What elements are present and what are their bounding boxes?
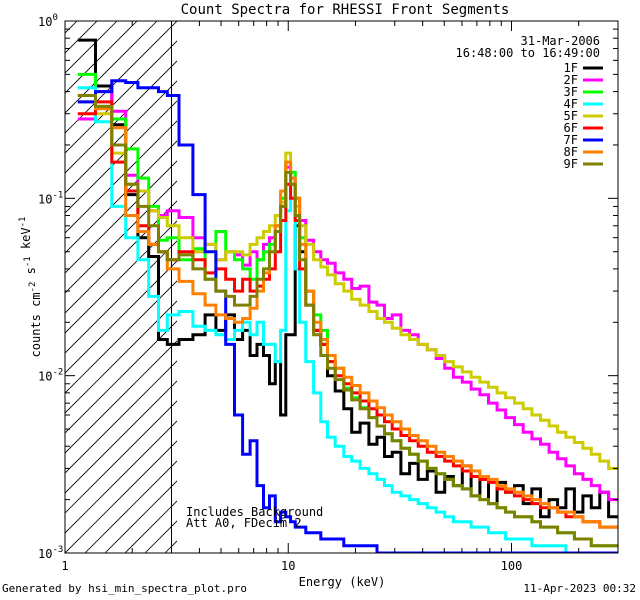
chart-title: Count Spectra for RHESSI Front Segments <box>181 2 510 18</box>
hatch-line <box>65 200 177 314</box>
hatch-line <box>0 0 105 553</box>
y-tick-label: 10-3 <box>38 545 63 561</box>
series-line-1f <box>77 38 618 519</box>
y-axis-label: counts cm-2 s-1 keV-1 <box>18 217 43 358</box>
y-tick-label: 10-2 <box>38 368 63 384</box>
annotation-attenuator: Att A0, FDecim 2 <box>186 516 302 530</box>
hatch-line <box>245 0 640 553</box>
hatch-line <box>65 220 177 334</box>
x-tick-label: 1 <box>61 559 68 573</box>
hatch-line <box>65 380 177 494</box>
x-tick-labels: 1 10 100 <box>61 559 522 573</box>
hatch-line <box>65 100 177 214</box>
hatch-line <box>65 180 177 294</box>
y-tick-label: 10-1 <box>38 190 63 206</box>
y-tick-labels: 100 10-1 10-2 10-3 <box>38 13 63 561</box>
hatch-line <box>65 120 177 234</box>
hatch-line <box>65 360 177 474</box>
hatch-line <box>65 80 177 194</box>
series-line-8f <box>77 94 618 529</box>
hatch-line <box>65 160 177 274</box>
hatch-line <box>65 240 177 354</box>
hatch-line <box>65 420 177 534</box>
series-line-9f <box>77 94 618 548</box>
y-tick-label: 100 <box>38 13 58 29</box>
hatch-line <box>65 21 98 54</box>
hatch-line <box>104 480 177 553</box>
generated-by-text: Generated by hsi_min_spectra_plot.pro <box>2 582 248 595</box>
hatch-line <box>0 0 125 553</box>
x-tick-label: 10 <box>281 559 295 573</box>
x-axis-label: Energy (keV) <box>299 575 386 589</box>
hatch-line <box>0 0 145 553</box>
hatch-line <box>65 400 177 514</box>
legend-label-8f: 8F <box>564 145 578 159</box>
legend-date: 31-Mar-2006 <box>521 34 600 48</box>
hatch-line <box>65 40 177 154</box>
legend-label-3f: 3F <box>564 85 578 99</box>
series-line-4f <box>77 86 618 553</box>
hatch-line <box>65 21 177 134</box>
legend-label-1f: 1F <box>564 61 578 75</box>
footer-timestamp: 11-Apr-2023 00:32 <box>523 582 636 595</box>
series-line-7f <box>77 79 618 553</box>
legend-label-4f: 4F <box>564 97 578 111</box>
plot-frame <box>64 20 619 554</box>
hatch-line <box>0 0 85 553</box>
hatch-line <box>65 60 177 174</box>
x-tick-label: 100 <box>501 559 523 573</box>
hatch-line <box>65 440 177 553</box>
series-line-5f <box>77 100 618 470</box>
hatch-line <box>65 140 177 254</box>
legend-label-6f: 6F <box>564 121 578 135</box>
legend-label-5f: 5F <box>564 109 578 123</box>
legend-time-range: 16:48:00 to 16:49:00 <box>456 46 601 60</box>
legend-label-7f: 7F <box>564 133 578 147</box>
series-layer <box>77 38 618 553</box>
hatch-line <box>84 460 177 553</box>
legend-label-9f: 9F <box>564 157 578 171</box>
hatch-line <box>65 21 138 94</box>
hatch-line <box>65 21 158 114</box>
axis-ticks <box>64 21 619 554</box>
legend-label-2f: 2F <box>564 73 578 87</box>
hatch-line <box>65 340 177 454</box>
hatch-line <box>65 21 118 74</box>
annotation-background: Includes Background <box>186 505 323 519</box>
